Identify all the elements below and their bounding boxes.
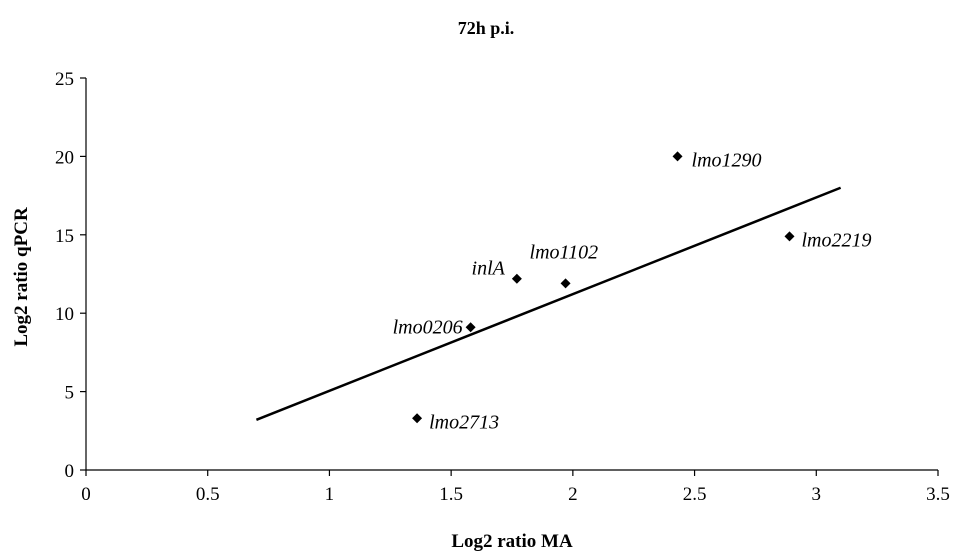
- chart-title: 72h p.i.: [458, 18, 515, 38]
- x-tick-label: 3.5: [926, 484, 950, 505]
- point-labels: lmo1290 lmo2219 lmo1102 inlA lmo0206 lmo2713: [393, 149, 872, 433]
- x-tick-label: 2.5: [683, 484, 707, 505]
- point-label: lmo1102: [530, 241, 599, 263]
- y-tick-label: 25: [55, 69, 74, 90]
- x-axis-title: Log2 ratio MA: [451, 531, 573, 552]
- y-tick-label: 20: [55, 147, 74, 168]
- x-tick-label: 1.5: [439, 484, 463, 505]
- x-tick-label: 2: [568, 484, 578, 505]
- y-tick-label: 5: [65, 383, 75, 404]
- data-point: [511, 273, 522, 284]
- y-tick-label: 15: [55, 226, 74, 247]
- x-tick-label: 0.5: [196, 484, 220, 505]
- point-label: lmo2713: [429, 411, 499, 433]
- y-tick-label: 0: [65, 461, 75, 482]
- data-point: [412, 413, 423, 424]
- x-tick-label: 0: [81, 484, 91, 505]
- x-tick-label: 3: [812, 484, 822, 505]
- axis-ticks: 0 0.5 1 1.5 2 2.5 3 3.5 0 5 10 15 20 25: [55, 69, 950, 505]
- x-tick-label: 1: [325, 484, 335, 505]
- data-point: [784, 231, 795, 242]
- data-point: [465, 322, 476, 333]
- point-label: lmo1290: [692, 149, 762, 171]
- axes: [85, 78, 938, 471]
- data-point: [560, 278, 571, 289]
- point-label: lmo2219: [802, 229, 872, 251]
- data-points: [412, 151, 795, 424]
- point-label: lmo0206: [393, 316, 463, 338]
- trend-line: [255, 186, 842, 421]
- y-axis-title: Log2 ratio qPCR: [11, 207, 32, 347]
- point-label: inlA: [472, 258, 506, 280]
- y-tick-label: 10: [55, 304, 74, 325]
- data-point: [672, 151, 683, 162]
